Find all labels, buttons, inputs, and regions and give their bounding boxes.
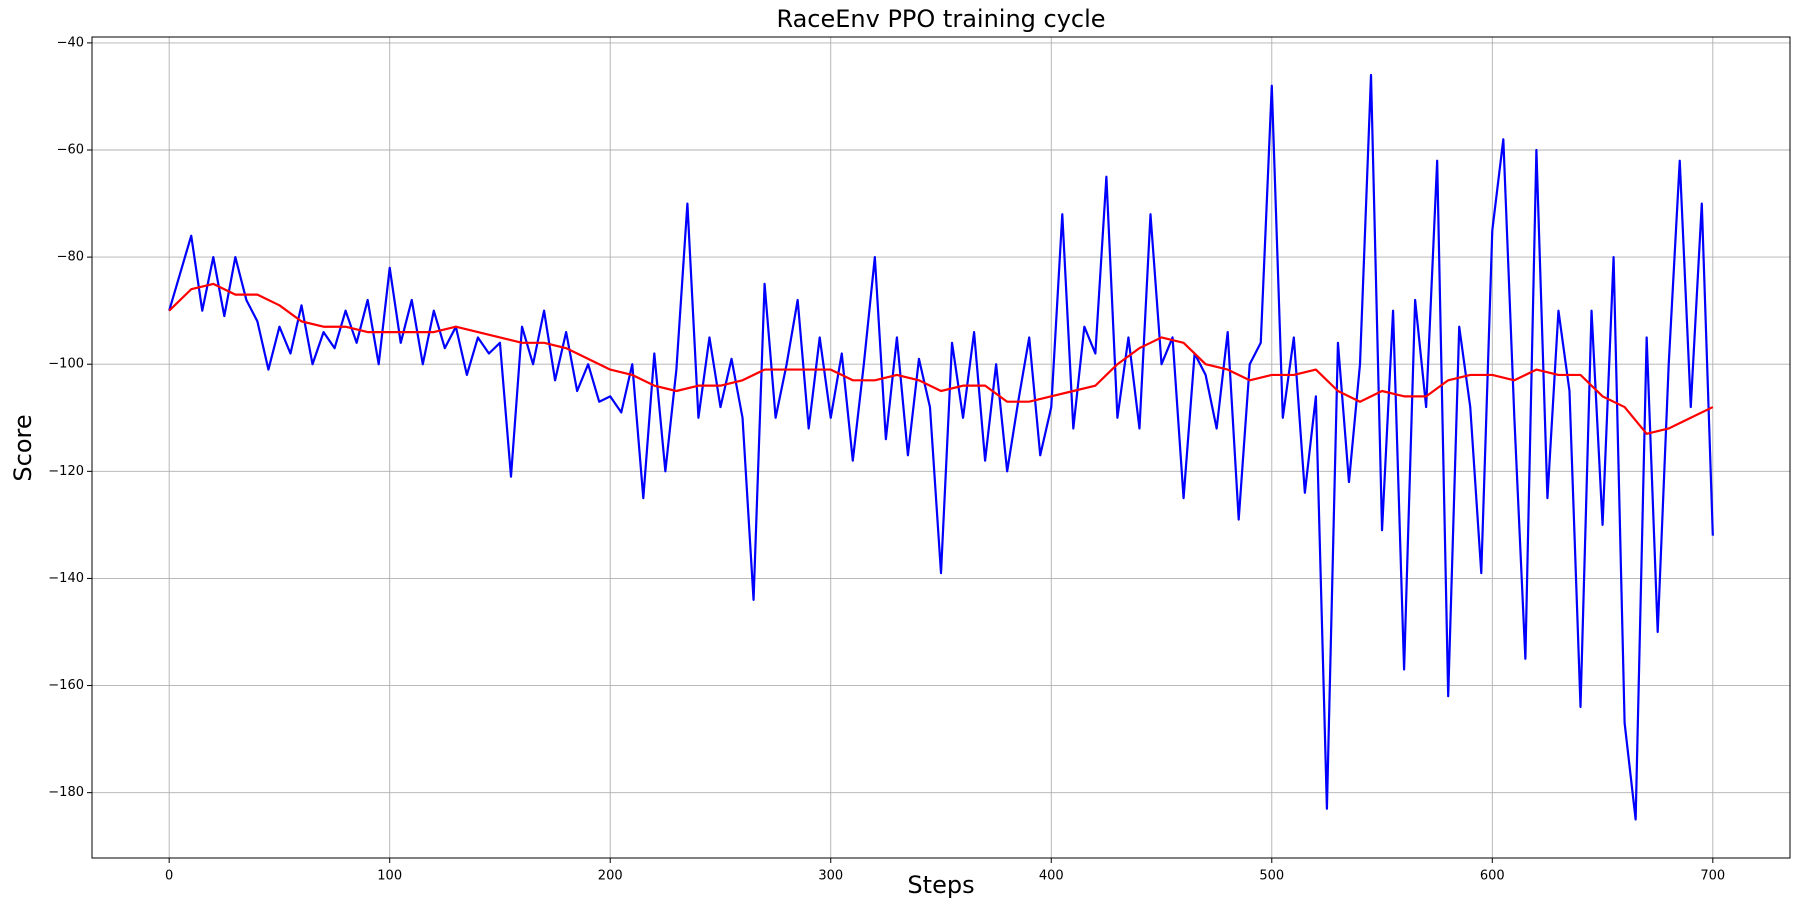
y-tick-label: −60 — [57, 143, 84, 158]
y-tick-label: −40 — [57, 35, 84, 50]
y-tick-label: −80 — [57, 250, 84, 265]
x-tick-label: 100 — [377, 869, 402, 884]
x-tick-label: 300 — [818, 869, 843, 884]
data-line — [168, 282, 1714, 435]
x-tick-label: 400 — [1039, 869, 1064, 884]
plot-frame — [91, 36, 1791, 859]
y-tick-label: −140 — [48, 571, 84, 586]
y-tick-label: −160 — [48, 678, 84, 693]
x-tick-label: 700 — [1700, 869, 1725, 884]
y-tick-label: −100 — [48, 357, 84, 372]
x-tick-label: 500 — [1259, 869, 1284, 884]
x-tick-label: 600 — [1480, 869, 1505, 884]
data-line — [168, 73, 1714, 821]
chart-title: RaceEnv PPO training cycle — [776, 5, 1105, 33]
y-axis-label: Score — [9, 414, 37, 481]
x-tick-label: 0 — [165, 869, 173, 884]
y-tick-label: −120 — [48, 464, 84, 479]
y-tick-label: −180 — [48, 785, 84, 800]
x-axis-label: Steps — [907, 871, 974, 899]
x-tick-label: 200 — [598, 869, 623, 884]
